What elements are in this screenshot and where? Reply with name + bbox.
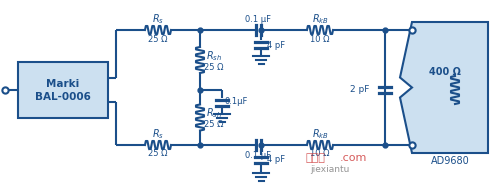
Text: $R_{kB}$: $R_{kB}$ [312,127,328,141]
Text: 10 Ω: 10 Ω [310,150,330,158]
Text: 25 Ω: 25 Ω [204,120,224,129]
Text: 4 pF: 4 pF [267,40,285,50]
Text: 0.1 μF: 0.1 μF [245,14,271,24]
Text: $R_{sh}$: $R_{sh}$ [206,107,222,120]
Text: $R_{sh}$: $R_{sh}$ [206,49,222,63]
Polygon shape [400,22,488,153]
Text: $R_{kB}$: $R_{kB}$ [312,12,328,26]
Text: 10 Ω: 10 Ω [310,35,330,44]
Text: 25 Ω: 25 Ω [148,35,168,44]
Text: 25 Ω: 25 Ω [148,150,168,158]
Text: 4 pF: 4 pF [267,155,285,165]
Text: 0.1 μF: 0.1 μF [245,151,271,161]
Text: 400 Ω: 400 Ω [429,67,461,77]
Text: Marki: Marki [46,79,80,89]
FancyBboxPatch shape [18,62,108,118]
Text: .com: .com [340,153,366,163]
Text: AD9680: AD9680 [430,156,470,166]
Text: 接线图: 接线图 [305,153,325,163]
Text: 0.1μF: 0.1μF [224,97,248,107]
Text: BAL-0006: BAL-0006 [35,92,91,102]
Text: $R_s$: $R_s$ [152,12,164,26]
Text: $R_s$: $R_s$ [152,127,164,141]
Text: jiexiantu: jiexiantu [310,165,350,174]
Text: 25 Ω: 25 Ω [204,63,224,71]
Text: 2 pF: 2 pF [350,86,369,94]
